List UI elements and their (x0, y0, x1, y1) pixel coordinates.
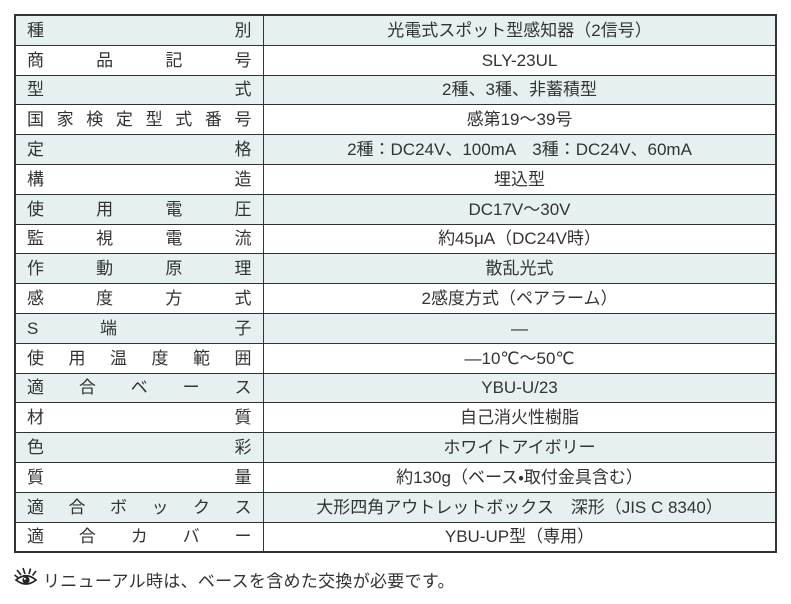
spec-value: ホワイトアイボリー (263, 432, 777, 463)
spec-value: 埋込型 (263, 163, 777, 195)
table-row: 国 家 検 定 型 式 番 号 感第19～39号 (14, 104, 777, 136)
spec-label: 型 式 (14, 74, 264, 106)
spec-value: 自己消火性樹脂 (263, 402, 777, 434)
table-row: 監 視 電 流 約45μA（DC24V時） (14, 223, 777, 255)
attention-eye-icon (14, 567, 38, 592)
table-row: 商 品 記 号 SLY-23UL (14, 44, 777, 76)
spec-label: 使 用 電 圧 (14, 193, 264, 225)
spec-value: SLY-23UL (263, 44, 777, 76)
table-row: S 端 子 — (14, 312, 777, 344)
spec-label: 構 造 (14, 163, 264, 195)
spec-label: 材 質 (14, 402, 264, 434)
product-spec-table: 種 別 光電式スポット型感知器（2信号） 商 品 記 号 SLY-23UL 型 … (14, 14, 777, 554)
spec-value: 大形四角アウトレットボックス 深形（JIS C 8340） (263, 491, 777, 523)
table-row: 構 造 埋込型 (14, 163, 777, 195)
spec-value: DC17V～30V (263, 193, 777, 225)
table-row: 作 動 原 理 散乱光式 (14, 253, 777, 285)
spec-label: 商 品 記 号 (14, 44, 264, 76)
table-row: 感 度 方 式 2感度方式（ペアラーム） (14, 283, 777, 314)
spec-label: 色 彩 (14, 432, 264, 463)
spec-label: 種 別 (14, 14, 264, 46)
spec-label: 作 動 原 理 (14, 253, 264, 285)
spec-label: 監 視 電 流 (14, 223, 264, 255)
spec-label: 適 合 ボ ッ ク ス (14, 491, 264, 523)
spec-value: — (263, 312, 777, 344)
table-row: 適 合 ボ ッ ク ス 大形四角アウトレットボックス 深形（JIS C 8340… (14, 491, 777, 523)
spec-label: 適 合 カ バ ー (14, 521, 264, 553)
spec-label: S 端 子 (14, 312, 264, 344)
table-row: 色 彩 ホワイトアイボリー (14, 432, 777, 463)
table-row: 質 量 約130g（ベース・取付金具含む） (14, 461, 777, 493)
spec-value: —10℃～50℃ (263, 342, 777, 374)
table-row: 使 用 温 度 範 囲 —10℃～50℃ (14, 342, 777, 374)
table-row: 定 格 2種：DC24V、100mA 3種：DC24V、60mA (14, 134, 777, 165)
spec-value: YBU-UP型（専用） (263, 521, 777, 553)
spec-value: 約45μA（DC24V時） (263, 223, 777, 255)
spec-label: 定 格 (14, 134, 264, 165)
footnote: リニューアル時は、ベースを含めた交換が必要です。 (14, 567, 455, 592)
spec-label: 適 合 ベ ー ス (14, 372, 264, 404)
table-row: 適 合 ベ ー ス YBU-U/23 (14, 372, 777, 404)
spec-label: 質 量 (14, 461, 264, 493)
table-row: 使 用 電 圧 DC17V～30V (14, 193, 777, 225)
spec-value: 光電式スポット型感知器（2信号） (263, 14, 777, 46)
footnote-text: リニューアル時は、ベースを含めた交換が必要です。 (43, 572, 455, 591)
spec-value: 2種：DC24V、100mA 3種：DC24V、60mA (263, 134, 777, 165)
spec-label: 使 用 温 度 範 囲 (14, 342, 264, 374)
spec-label: 感 度 方 式 (14, 283, 264, 314)
spec-value: 感第19～39号 (263, 104, 777, 136)
table-row: 型 式 2種、3種、非蓄積型 (14, 74, 777, 106)
table-row: 材 質 自己消火性樹脂 (14, 402, 777, 434)
spec-value: 散乱光式 (263, 253, 777, 285)
spec-table-body: 種 別 光電式スポット型感知器（2信号） 商 品 記 号 SLY-23UL 型 … (14, 14, 777, 553)
spec-label: 国 家 検 定 型 式 番 号 (14, 104, 264, 136)
spec-value: 2感度方式（ペアラーム） (263, 283, 777, 314)
spec-value: 2種、3種、非蓄積型 (263, 74, 777, 106)
table-row: 適 合 カ バ ー YBU-UP型（専用） (14, 521, 777, 553)
spec-value: 約130g（ベース・取付金具含む） (263, 461, 777, 493)
table-row: 種 別 光電式スポット型感知器（2信号） (14, 14, 777, 46)
spec-value: YBU-U/23 (263, 372, 777, 404)
